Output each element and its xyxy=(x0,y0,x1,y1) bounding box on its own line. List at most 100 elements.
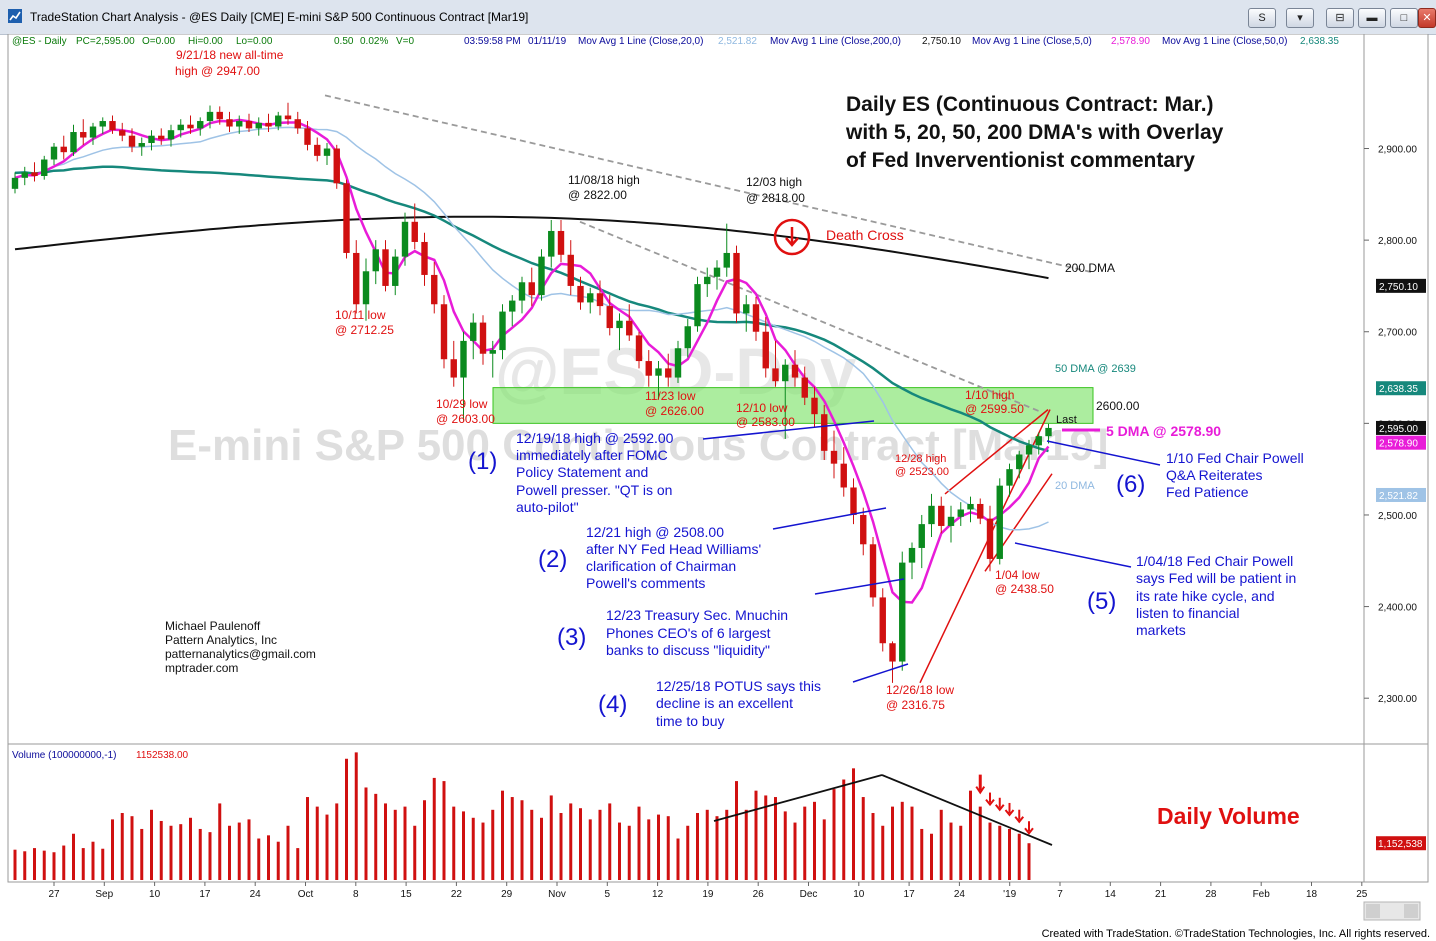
volume-bar xyxy=(735,781,738,880)
volume-bar xyxy=(579,808,582,880)
candle-body xyxy=(167,130,175,140)
status-high: Hi=0.00 xyxy=(188,36,223,47)
volume-bar xyxy=(345,758,348,880)
candle-body xyxy=(343,183,350,253)
x-tick-label: 26 xyxy=(753,889,765,900)
price-badge-label: 2,750.10 xyxy=(1379,282,1418,293)
label-1123-low-b: @ 2626.00 xyxy=(645,404,704,418)
ma50-label: Mov Avg 1 Line (Close,50,0) xyxy=(1162,36,1287,47)
volume-title: Daily Volume xyxy=(1157,803,1300,829)
label-1123-low-a: 11/23 low xyxy=(645,389,696,403)
candle-body xyxy=(177,124,184,131)
tradestation-app-icon xyxy=(8,9,22,23)
volume-bar xyxy=(881,825,885,880)
candle-body xyxy=(918,524,925,548)
annotation-5-line-4: listen to financial xyxy=(1136,605,1240,621)
candle-body xyxy=(801,377,808,398)
author-site: mptrader.com xyxy=(165,661,238,675)
x-tick-label: 17 xyxy=(199,889,211,900)
x-tick-label: 28 xyxy=(1205,889,1217,900)
candle-body xyxy=(489,350,496,354)
volume-bar xyxy=(988,822,992,880)
volume-bar xyxy=(520,800,524,880)
candle-body xyxy=(723,252,730,268)
candle-body xyxy=(265,122,272,127)
label-last: Last xyxy=(1056,414,1077,426)
annotation-5-line-2: says Fed will be patient in xyxy=(1136,570,1296,586)
annotation-4-line-1: 12/25/18 POTUS says this xyxy=(656,678,821,694)
candle-body xyxy=(626,320,633,336)
candle-body xyxy=(431,274,438,305)
candle-body xyxy=(11,177,19,189)
down-arrow-head xyxy=(985,798,995,807)
volume-bar xyxy=(744,809,748,880)
annotation-5-line-1: 1/04/18 Fed Chair Powell xyxy=(1136,553,1293,569)
dropdown-icon[interactable]: ▾ xyxy=(1286,8,1314,28)
symbol-link-button[interactable]: S xyxy=(1248,8,1276,28)
volume-bar xyxy=(930,833,933,880)
candle-body xyxy=(635,335,643,362)
ma200-value: 2,750.10 xyxy=(922,36,961,47)
x-tick-label: 27 xyxy=(48,889,60,900)
volume-bar xyxy=(657,814,660,880)
volume-bars xyxy=(13,752,1031,880)
y-tick-label: 2,400.00 xyxy=(1378,603,1417,614)
volume-bar xyxy=(559,813,563,880)
author-company: Pattern Analytics, Inc xyxy=(165,633,277,647)
candle-body xyxy=(89,126,97,138)
pointer-6 xyxy=(1046,440,1161,466)
annotation-5-line-3: its rate hike cycle, and xyxy=(1136,588,1275,604)
label-0104-low-a: 1/04 low xyxy=(995,568,1040,582)
x-tick-label: 22 xyxy=(451,889,463,900)
candle-body xyxy=(187,124,194,129)
volume-bar xyxy=(569,803,573,880)
candle-body xyxy=(80,132,87,138)
volume-bar xyxy=(705,809,709,880)
ma50-line xyxy=(14,165,1049,453)
candle-body xyxy=(509,300,516,312)
candle-body xyxy=(138,143,145,147)
status-pc: PC=2,595.00 xyxy=(76,36,135,47)
candle-body xyxy=(158,135,165,140)
candle-body xyxy=(284,115,292,120)
volume-bar xyxy=(959,825,963,880)
minimize-button[interactable]: ▬ xyxy=(1358,8,1386,28)
maximize-button[interactable]: □ xyxy=(1390,8,1418,28)
annotation-4-number: (4) xyxy=(598,691,627,718)
volume-bar xyxy=(325,814,329,880)
x-tick-label: 14 xyxy=(1105,889,1117,900)
red-trendline-support xyxy=(919,409,1051,684)
close-button[interactable]: ✕ xyxy=(1418,8,1436,28)
candle-body xyxy=(830,450,838,464)
label-1203-high-b: @ 2818.00 xyxy=(746,191,805,205)
x-tick-label: 21 xyxy=(1155,889,1167,900)
down-arrow-head xyxy=(975,786,986,795)
candle-body xyxy=(694,284,701,327)
candle-body xyxy=(70,132,77,153)
volume-bar xyxy=(198,828,202,880)
dashed-trendline-upper xyxy=(324,94,1093,274)
volume-bar xyxy=(42,850,46,880)
scroll-right-icon[interactable] xyxy=(1404,904,1418,918)
annotation-2-number: (2) xyxy=(538,546,567,573)
candle-body xyxy=(860,514,867,545)
candle-body xyxy=(275,115,282,127)
candle-body xyxy=(518,282,526,301)
annotation-4-line-3: time to buy xyxy=(656,713,724,729)
volume-bar xyxy=(871,813,875,880)
horizontal-scrollbar[interactable] xyxy=(1363,901,1421,921)
volume-bar xyxy=(481,822,485,880)
candle-body xyxy=(226,119,233,127)
candle-body xyxy=(304,128,311,145)
candle-body xyxy=(323,148,331,156)
volume-bar xyxy=(627,825,631,880)
label-0110-high-b: @ 2599.50 xyxy=(965,402,1024,416)
candle-body xyxy=(616,320,623,329)
pin-window-icon[interactable]: ⊟ xyxy=(1326,8,1354,28)
scroll-left-icon[interactable] xyxy=(1366,904,1380,918)
label-5dma: 5 DMA @ 2578.90 xyxy=(1106,423,1221,439)
window-titlebar[interactable]: TradeStation Chart Analysis - @ES Daily … xyxy=(0,0,1436,35)
volume-bar xyxy=(179,824,183,880)
label-1011-low-a: 10/11 low xyxy=(335,308,386,322)
status-low: Lo=0.00 xyxy=(236,36,273,47)
